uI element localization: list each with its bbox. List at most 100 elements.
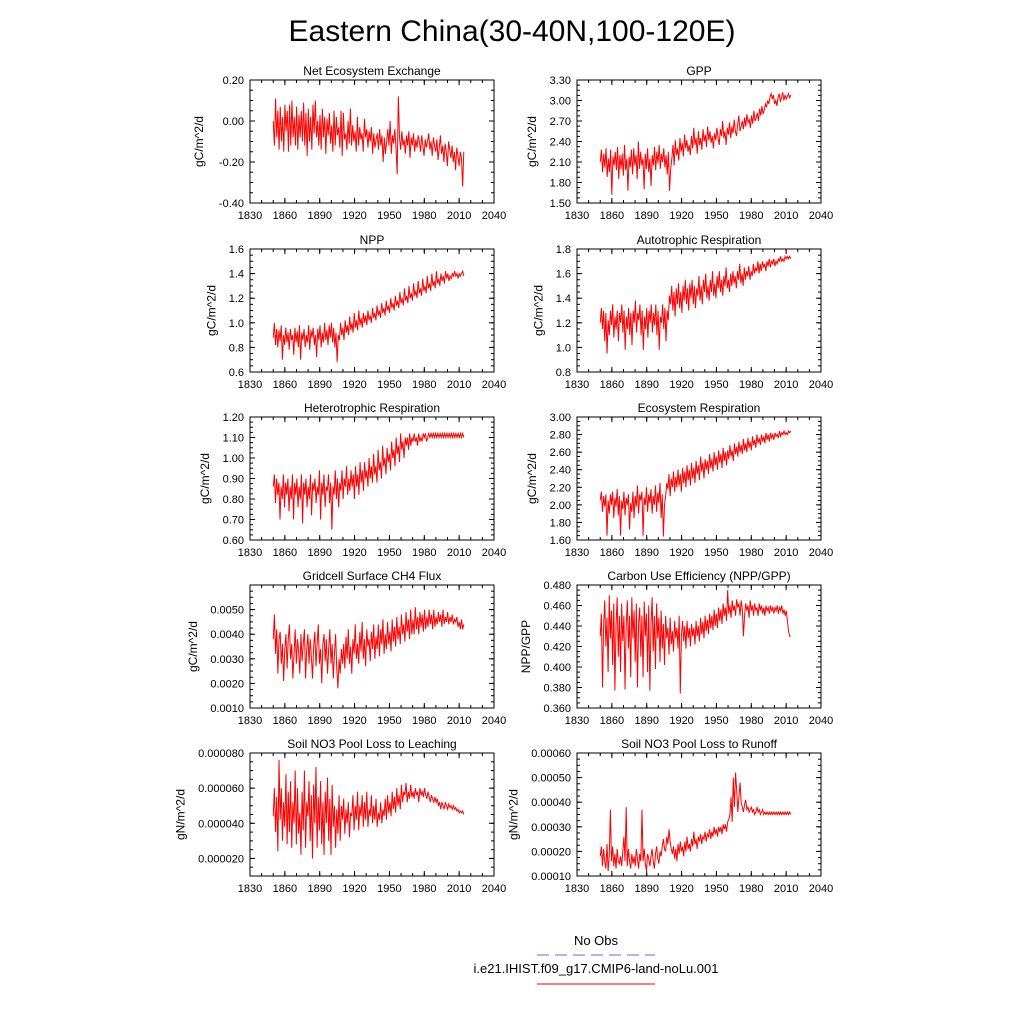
chart-panel: Autotrophic Respiration 1830 1860 1890 1920 1… — [531, 233, 833, 391]
x-tick-label: 1950 — [377, 883, 401, 895]
y-tick-label: 1.50 — [550, 198, 571, 210]
x-tick-label: 1890 — [307, 379, 331, 391]
y-tick-label: 0.8 — [229, 342, 244, 354]
panel-title: Ecosystem Respiration — [638, 401, 761, 415]
y-tick-label: 0.00060 — [531, 748, 571, 760]
x-tick-label: 1920 — [669, 715, 693, 727]
y-tick-label: 0.60 — [223, 535, 244, 547]
y-tick-label: 1.20 — [223, 412, 244, 424]
y-tick-label: 0.000080 — [198, 748, 244, 760]
y-tick-label: 1.0 — [556, 342, 571, 354]
y-tick-label: 0.0030 — [210, 654, 244, 666]
panel-title: Carbon Use Efficiency (NPP/GPP) — [607, 569, 790, 583]
x-tick-label: 1890 — [307, 547, 331, 559]
x-tick-label: 2040 — [809, 379, 833, 391]
y-tick-label: 2.80 — [550, 430, 571, 442]
panel-title: Heterotrophic Respiration — [304, 401, 440, 415]
y-tick-label: 0.000040 — [198, 818, 244, 830]
x-tick-label: 1860 — [600, 547, 624, 559]
x-tick-label: 1890 — [634, 547, 658, 559]
series-line — [272, 431, 465, 530]
y-tick-label: 0.00040 — [531, 797, 571, 809]
y-tick-label: 1.0 — [229, 318, 244, 330]
series-line — [272, 269, 465, 363]
y-tick-label: 1.6 — [229, 244, 244, 256]
y-tick-label: 0.0050 — [210, 605, 244, 617]
x-tick-label: 1950 — [377, 210, 401, 222]
x-tick-label: 1860 — [600, 210, 624, 222]
panel-title: Autotrophic Respiration — [637, 233, 762, 247]
series-line — [272, 760, 465, 859]
x-tick-label: 1860 — [273, 715, 297, 727]
y-axis-label: gN/m^2/d — [173, 789, 187, 840]
x-tick-label: 1980 — [412, 379, 436, 391]
x-tick-label: 2040 — [809, 547, 833, 559]
panel-title: Soil NO3 Pool Loss to Runoff — [621, 737, 778, 751]
y-tick-label: 0.360 — [543, 703, 571, 715]
x-tick-label: 1860 — [600, 379, 624, 391]
x-tick-label: 1830 — [238, 883, 262, 895]
x-tick-label: 1980 — [739, 210, 763, 222]
y-tick-label: 0.000060 — [198, 783, 244, 795]
plot-frame — [576, 248, 822, 373]
x-tick-label: 1980 — [739, 547, 763, 559]
y-tick-label: -0.40 — [219, 198, 244, 210]
x-tick-label: 1950 — [704, 715, 728, 727]
series-line — [272, 96, 465, 187]
x-tick-label: 1890 — [634, 210, 658, 222]
x-tick-label: 2040 — [809, 883, 833, 895]
y-tick-label: 1.2 — [229, 293, 244, 305]
x-tick-label: 1950 — [704, 379, 728, 391]
x-tick-label: 1890 — [307, 715, 331, 727]
x-tick-label: 1890 — [307, 883, 331, 895]
y-axis-label: gC/m^2/d — [198, 453, 212, 504]
y-tick-label: 0.20 — [223, 75, 244, 87]
x-tick-label: 1860 — [600, 715, 624, 727]
chart-panel: Gridcell Surface CH4 Flux 1830 1860 1890 192… — [186, 569, 506, 727]
y-tick-label: 0.000020 — [198, 853, 244, 865]
chart-panel: Carbon Use Efficiency (NPP/GPP) 1830 1860 1… — [519, 569, 833, 727]
y-axis-label: gC/m^2/d — [525, 453, 539, 504]
y-tick-label: 0.00 — [223, 116, 244, 128]
y-tick-label: 0.90 — [223, 474, 244, 486]
y-tick-label: 1.00 — [223, 453, 244, 465]
y-tick-label: 3.30 — [550, 75, 571, 87]
x-tick-label: 2010 — [774, 715, 798, 727]
x-tick-label: 1830 — [238, 547, 262, 559]
chart-panels: Net Ecosystem Exchange 1830 1860 1890 1920 19… — [173, 64, 833, 895]
y-tick-label: 0.380 — [543, 683, 571, 695]
x-tick-label: 2040 — [482, 883, 506, 895]
y-tick-label: 1.4 — [229, 269, 244, 281]
x-tick-label: 1860 — [273, 379, 297, 391]
x-tick-label: 1950 — [377, 379, 401, 391]
panel-title: Net Ecosystem Exchange — [303, 64, 441, 78]
y-tick-label: 0.00050 — [531, 773, 571, 785]
y-tick-label: 2.70 — [550, 116, 571, 128]
legend-label-model: i.e21.IHIST.f09_g17.CMIP6-land-noLu.001 — [474, 961, 719, 976]
x-tick-label: 1980 — [739, 715, 763, 727]
x-tick-label: 1830 — [565, 547, 589, 559]
y-tick-label: 0.480 — [543, 580, 571, 592]
x-tick-label: 1830 — [565, 379, 589, 391]
y-tick-label: 3.00 — [550, 412, 571, 424]
x-tick-label: 1830 — [238, 715, 262, 727]
y-axis-label: gC/m^2/d — [186, 621, 200, 672]
x-tick-label: 1920 — [669, 883, 693, 895]
x-tick-label: 1920 — [342, 715, 366, 727]
y-tick-label: 2.60 — [550, 447, 571, 459]
x-tick-label: 1980 — [739, 883, 763, 895]
y-tick-label: 0.00020 — [531, 846, 571, 858]
x-tick-label: 1980 — [412, 547, 436, 559]
y-tick-label: 0.440 — [543, 621, 571, 633]
series-line — [599, 91, 792, 195]
x-tick-label: 1830 — [238, 379, 262, 391]
y-axis-label: gC/m^2/d — [192, 116, 206, 167]
x-tick-label: 1950 — [377, 547, 401, 559]
y-tick-label: 0.420 — [543, 642, 571, 654]
x-tick-label: 1920 — [342, 547, 366, 559]
x-tick-label: 2040 — [482, 715, 506, 727]
x-tick-label: 1920 — [669, 547, 693, 559]
x-tick-label: 1890 — [634, 379, 658, 391]
y-tick-label: 2.40 — [550, 465, 571, 477]
x-tick-label: 1860 — [600, 883, 624, 895]
